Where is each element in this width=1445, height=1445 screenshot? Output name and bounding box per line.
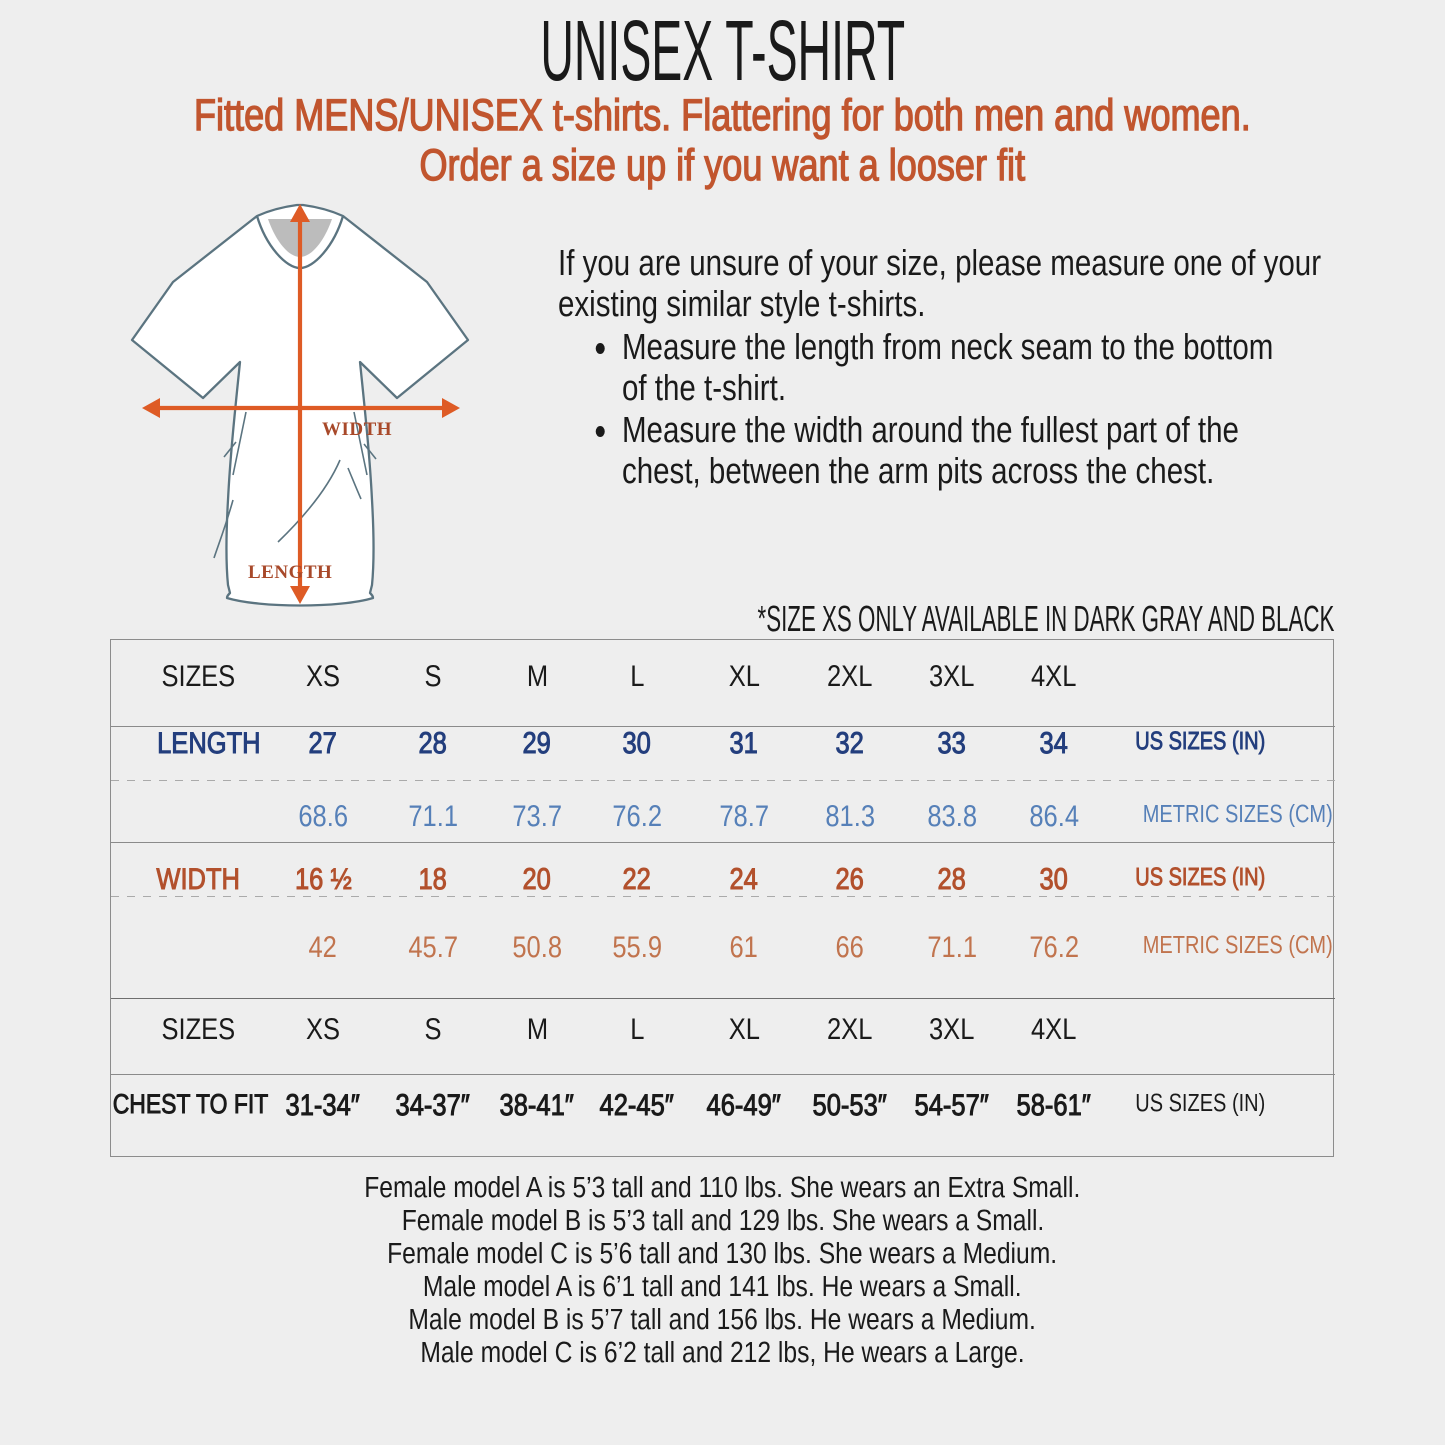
svg-text:LENGTH: LENGTH xyxy=(248,562,332,583)
svg-text:WIDTH: WIDTH xyxy=(322,419,392,440)
